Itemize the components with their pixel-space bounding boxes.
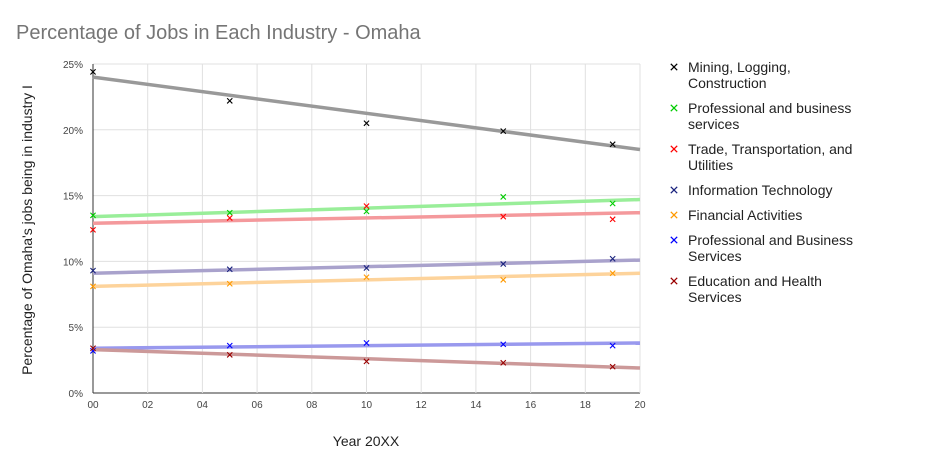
data-point xyxy=(90,212,96,219)
y-tick-label: 10% xyxy=(63,257,83,268)
x-tick-label: 16 xyxy=(525,400,537,411)
x-axis-ticks: 00 02 04 06 08 10 12 14 16 18 20 xyxy=(87,400,646,411)
trendline xyxy=(92,258,641,275)
data-point xyxy=(90,345,96,352)
trendlines xyxy=(92,75,641,370)
x-axis-label: Year 20XX xyxy=(333,433,400,449)
legend-marker xyxy=(670,104,678,112)
data-point xyxy=(500,128,507,135)
chart-title: Percentage of Jobs in Each Industry - Om… xyxy=(16,22,422,44)
data-point xyxy=(226,209,233,216)
data-point xyxy=(226,97,233,104)
data-point xyxy=(609,363,616,370)
data-point xyxy=(363,120,370,127)
legend-entry: Trade, Transportation, and Utilities xyxy=(688,141,852,173)
x-tick-label: 04 xyxy=(197,400,209,411)
grid xyxy=(92,63,641,394)
data-point xyxy=(226,266,233,273)
legend-entry: Professional and business services xyxy=(688,100,851,132)
legend-entry: Information Technology xyxy=(688,182,833,198)
data-point xyxy=(609,342,616,349)
x-tick-label: 08 xyxy=(306,400,318,411)
x-tick-label: 10 xyxy=(361,400,373,411)
legend-entry: Financial Activities xyxy=(688,207,802,223)
data-point xyxy=(500,341,507,348)
y-tick-label: 20% xyxy=(63,126,83,137)
trendline xyxy=(92,347,641,370)
y-axis-label: Percentage of Omaha's jobs being in indu… xyxy=(19,85,35,375)
x-tick-label: 18 xyxy=(580,400,592,411)
data-point xyxy=(609,216,616,223)
legend-entry: Professional and Business Services xyxy=(688,232,853,264)
data-point xyxy=(226,342,233,349)
legend-marker xyxy=(670,145,678,153)
legend-marker xyxy=(670,236,678,244)
data-points xyxy=(90,68,616,370)
legend-entry: Mining, Logging, Construction xyxy=(688,59,791,91)
trendline xyxy=(92,210,641,225)
y-tick-label: 15% xyxy=(63,192,83,203)
y-tick-label: 5% xyxy=(69,323,84,334)
legend-entry: Education and Health Services xyxy=(688,273,822,305)
data-point xyxy=(226,280,233,287)
data-point xyxy=(500,261,507,268)
legend-marker xyxy=(670,277,678,285)
data-point xyxy=(500,276,507,283)
x-tick-label: 06 xyxy=(252,400,264,411)
trendline xyxy=(92,341,641,351)
data-point xyxy=(90,226,96,233)
data-point xyxy=(500,213,507,220)
data-point xyxy=(609,270,616,277)
data-point xyxy=(90,267,96,274)
data-point xyxy=(363,358,370,365)
trendline xyxy=(92,75,641,152)
legend: Mining, Logging, Construction Professional… xyxy=(670,59,853,305)
data-point xyxy=(363,340,370,346)
data-point xyxy=(363,208,370,215)
x-tick-label: 12 xyxy=(416,400,428,411)
data-point xyxy=(500,359,507,366)
data-point xyxy=(90,347,96,354)
x-tick-label: 14 xyxy=(470,400,482,411)
data-point xyxy=(363,203,370,210)
x-tick-label: 20 xyxy=(634,400,646,411)
legend-marker xyxy=(670,186,678,194)
data-point xyxy=(90,283,96,290)
data-point xyxy=(609,200,616,207)
y-axis-ticks: 0% 5% 10% 15% 20% 25% xyxy=(63,60,83,400)
data-point xyxy=(363,274,370,281)
data-point xyxy=(609,141,616,148)
data-point xyxy=(90,68,96,75)
data-point xyxy=(500,193,507,200)
y-tick-label: 25% xyxy=(63,60,83,71)
x-tick-label: 02 xyxy=(142,400,154,411)
data-point xyxy=(226,214,233,221)
trendline xyxy=(92,197,641,219)
trendline xyxy=(92,271,641,289)
data-point xyxy=(363,264,370,271)
legend-marker xyxy=(670,63,678,71)
data-point xyxy=(226,351,233,358)
x-tick-label: 00 xyxy=(87,400,99,411)
data-point xyxy=(609,255,616,262)
y-tick-label: 0% xyxy=(69,389,84,400)
legend-marker xyxy=(670,211,678,219)
